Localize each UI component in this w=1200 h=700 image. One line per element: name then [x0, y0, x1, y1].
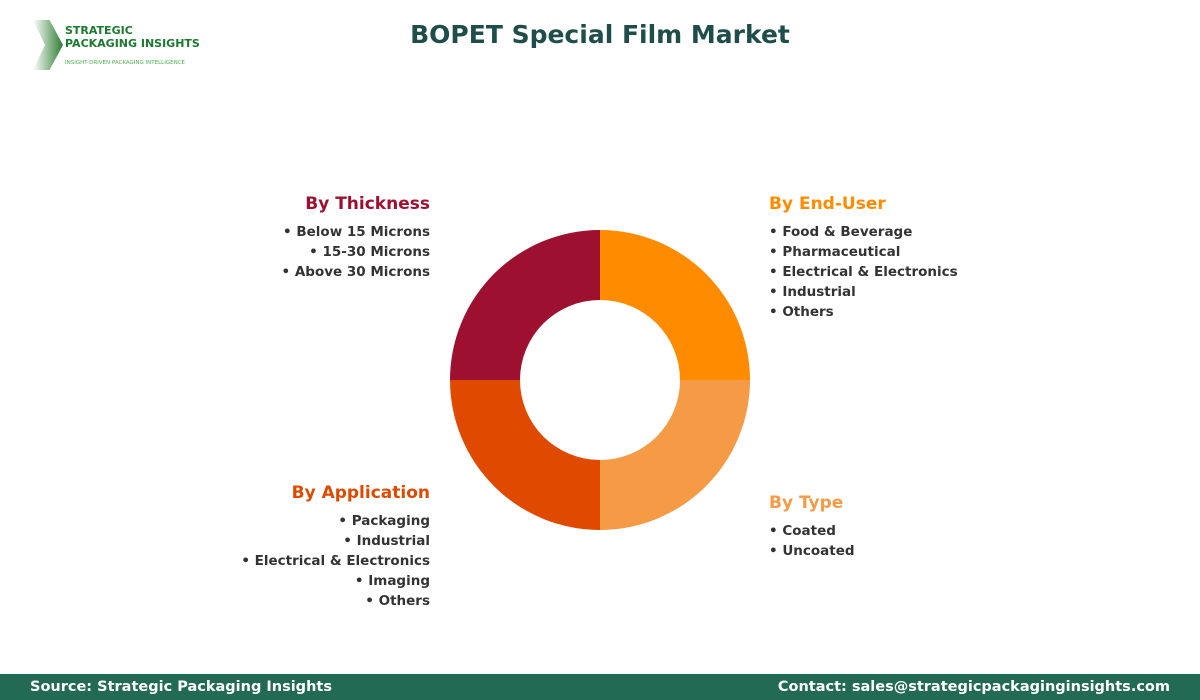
logo-line1: STRATEGIC	[65, 24, 133, 37]
logo-line2: PACKAGING INSIGHTS	[65, 37, 200, 50]
segment-item: • Imaging	[354, 573, 430, 589]
segment-item: • Uncoated	[769, 543, 855, 559]
donut-slice-by-application	[450, 380, 600, 530]
footer-source: Source: Strategic Packaging Insights	[30, 679, 332, 695]
segment-item: • Industrial	[343, 533, 430, 549]
segment-item: • Industrial	[769, 284, 856, 300]
segment-item: • 15-30 Microns	[309, 244, 430, 260]
segment-item: • Below 15 Microns	[283, 224, 430, 240]
footer-contact: Contact: sales@strategicpackaginginsight…	[777, 679, 1170, 695]
segment-end-user: By End-User • Food & Beverage • Pharmaceu…	[769, 194, 958, 322]
page-title: BOPET Special Film Market	[410, 20, 790, 49]
segment-item: • Food & Beverage	[769, 224, 913, 240]
segment-item: • Above 30 Microns	[281, 264, 431, 280]
segment-thickness: By Thickness • Below 15 Microns • 15-30 M…	[282, 194, 431, 282]
segment-application: By Application • Packaging • Industrial • …	[241, 483, 430, 611]
segment-item: • Packaging	[338, 513, 430, 529]
segment-item: • Pharmaceutical	[769, 244, 901, 260]
segment-item: • Coated	[769, 523, 836, 539]
segment-title: By Type	[769, 493, 844, 513]
segment-title: By Application	[291, 483, 430, 503]
donut-slice-by-end-user	[600, 230, 750, 380]
footer: Source: Strategic Packaging Insights Con…	[0, 674, 1200, 700]
segment-title: By Thickness	[305, 194, 430, 214]
logo: STRATEGIC PACKAGING INSIGHTS INSIGHT-DRIV…	[33, 20, 213, 72]
segment-item: • Others	[365, 593, 430, 609]
segment-item: • Electrical & Electronics	[241, 553, 430, 569]
segment-title: By End-User	[769, 194, 886, 214]
logo-tagline: INSIGHT-DRIVEN PACKAGING INTELLIGENCE	[65, 60, 186, 66]
donut-slice-by-type	[600, 380, 750, 530]
segment-item: • Electrical & Electronics	[769, 264, 958, 280]
segment-type: By Type • Coated • Uncoated	[769, 493, 855, 561]
donut-slice-by-thickness	[450, 230, 600, 380]
segment-item: • Others	[769, 304, 834, 320]
